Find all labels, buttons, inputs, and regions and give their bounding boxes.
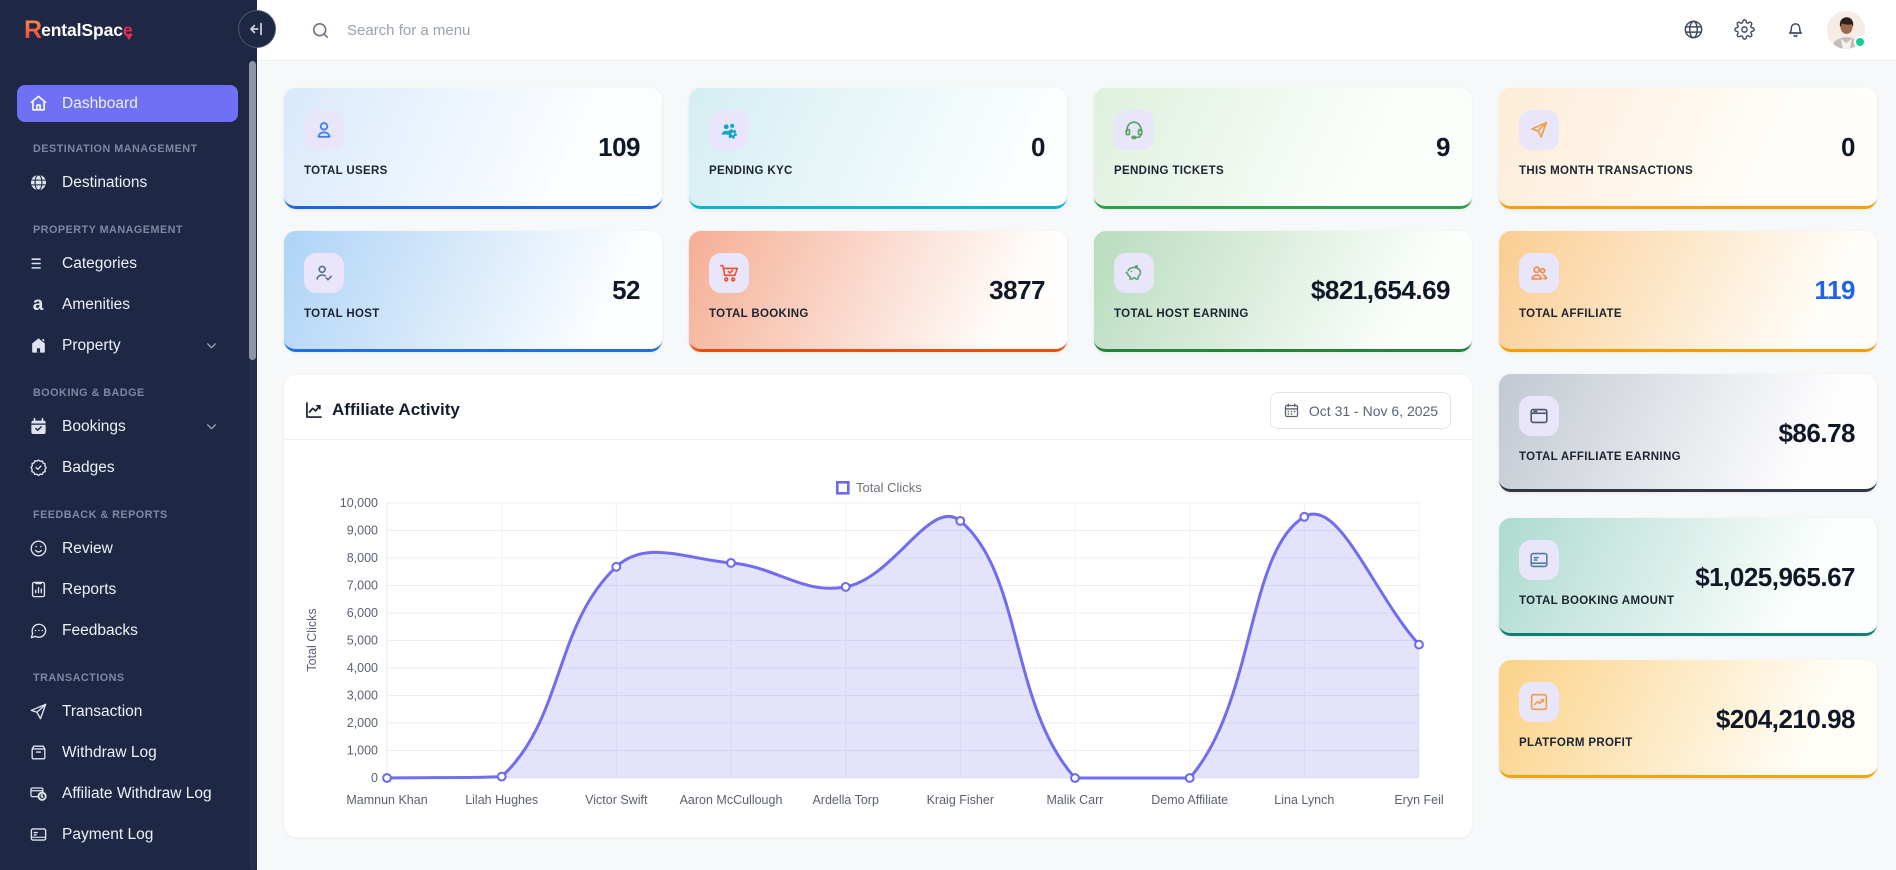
svg-text:10,000: 10,000 [340, 496, 378, 510]
svg-text:5,000: 5,000 [347, 634, 378, 648]
svg-text:1,000: 1,000 [347, 744, 378, 758]
svg-text:Total Clicks: Total Clicks [305, 608, 319, 671]
svg-text:Victor Swift: Victor Swift [585, 793, 648, 807]
svg-text:3,000: 3,000 [347, 689, 378, 703]
svg-text:Malik Carr: Malik Carr [1047, 793, 1104, 807]
svg-text:6,000: 6,000 [347, 606, 378, 620]
svg-text:4,000: 4,000 [347, 661, 378, 675]
svg-text:7,000: 7,000 [347, 579, 378, 593]
svg-text:Total Clicks: Total Clicks [856, 480, 922, 495]
svg-text:0: 0 [371, 771, 378, 785]
svg-text:9,000: 9,000 [347, 524, 378, 538]
svg-text:Aaron McCullough: Aaron McCullough [680, 793, 783, 807]
svg-text:Lilah Hughes: Lilah Hughes [465, 793, 538, 807]
svg-text:2,000: 2,000 [347, 716, 378, 730]
svg-text:Kraig Fisher: Kraig Fisher [927, 793, 994, 807]
svg-text:Mamnun Khan: Mamnun Khan [346, 793, 427, 807]
svg-text:Lina Lynch: Lina Lynch [1274, 793, 1334, 807]
svg-text:Demo Affiliate: Demo Affiliate [1151, 793, 1228, 807]
svg-text:8,000: 8,000 [347, 551, 378, 565]
svg-text:Eryn Feil: Eryn Feil [1394, 793, 1443, 807]
svg-text:Ardella Torp: Ardella Torp [812, 793, 879, 807]
